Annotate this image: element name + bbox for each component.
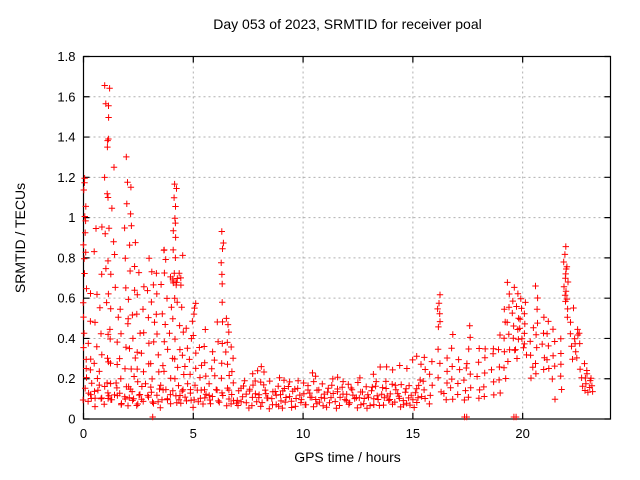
x-tick-label: 5 <box>190 426 197 441</box>
x-tick-label: 10 <box>296 426 310 441</box>
x-tick-label: 0 <box>80 426 87 441</box>
x-axis-label: GPS time / hours <box>294 449 401 465</box>
y-tick-label: 0 <box>68 412 75 427</box>
grid-lines <box>83 56 611 419</box>
y-tick-label: 1.6 <box>57 89 75 104</box>
x-tick-label: 15 <box>406 426 420 441</box>
y-tick-label: 0.8 <box>57 250 75 265</box>
plot-border <box>82 55 612 420</box>
data-points <box>79 82 596 421</box>
y-tick-label: 1.8 <box>57 49 75 64</box>
y-tick-label: 0.2 <box>57 371 75 386</box>
y-tick-label: 0.4 <box>57 331 75 346</box>
y-tick-label: 1.2 <box>57 170 75 185</box>
chart-title: Day 053 of 2023, SRMTID for receiver poa… <box>213 16 482 32</box>
x-tick-label: 20 <box>515 426 529 441</box>
y-tick-label: 1.4 <box>57 130 75 145</box>
axis-ticks <box>82 55 611 420</box>
y-tick-label: 1 <box>68 210 75 225</box>
y-tick-label: 0.6 <box>57 291 75 306</box>
